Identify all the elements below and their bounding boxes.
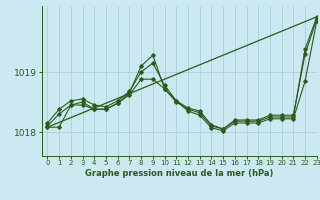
- X-axis label: Graphe pression niveau de la mer (hPa): Graphe pression niveau de la mer (hPa): [85, 169, 273, 178]
